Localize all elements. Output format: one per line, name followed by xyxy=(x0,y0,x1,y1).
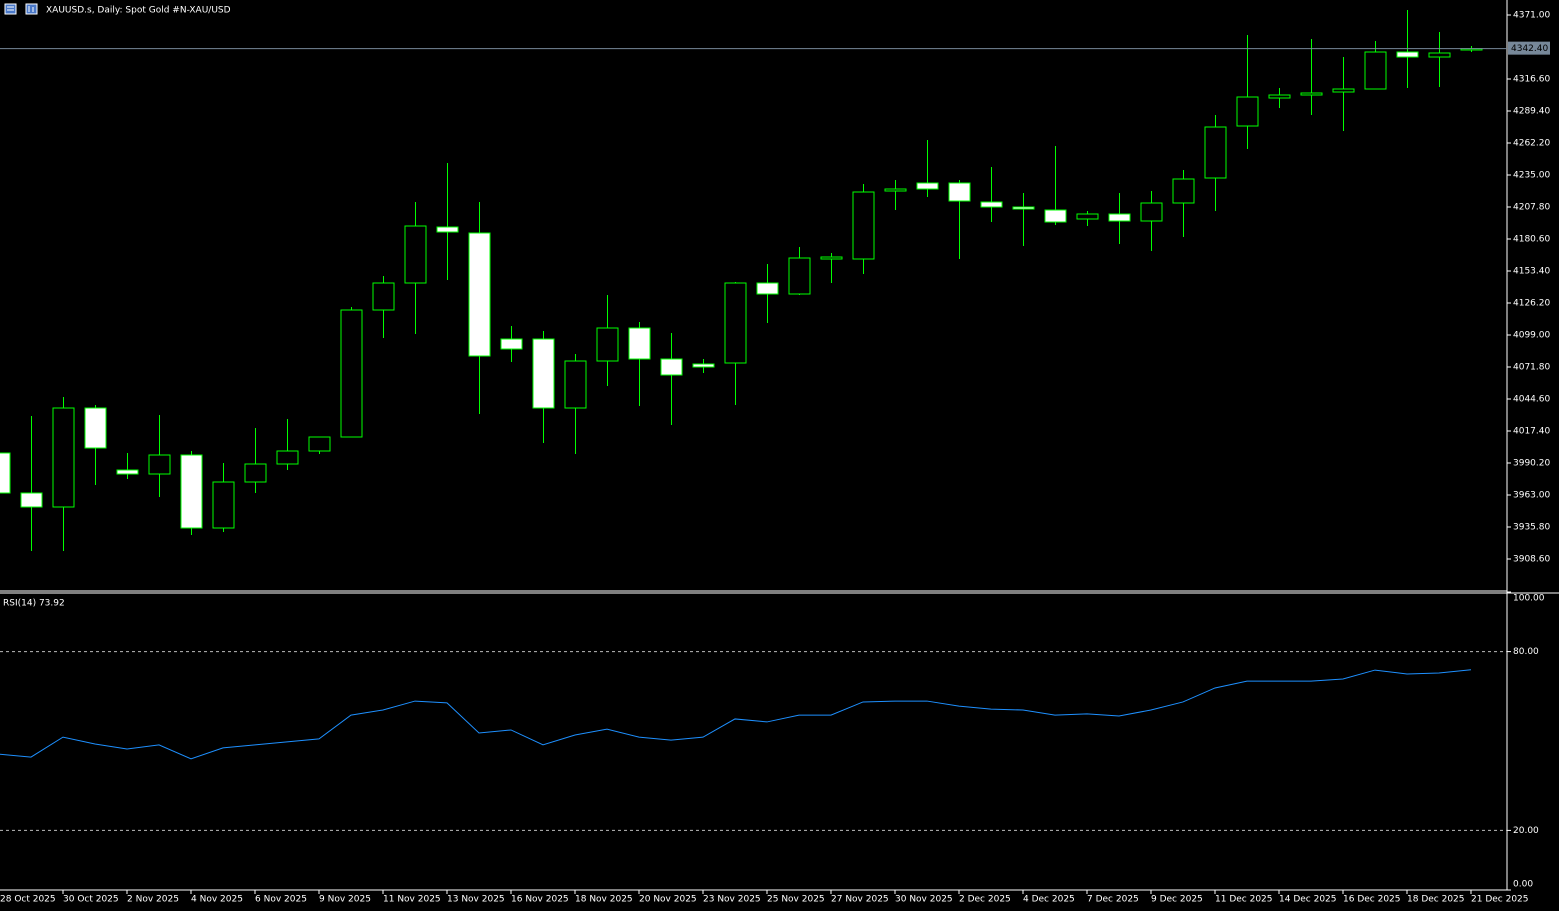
x-tick-label: 14 Dec 2025 xyxy=(1279,895,1337,905)
candle-body xyxy=(308,436,331,452)
x-tick-label: 25 Nov 2025 xyxy=(767,895,825,905)
candle-body xyxy=(500,338,523,350)
x-tick-label: 4 Dec 2025 xyxy=(1023,895,1075,905)
y-tick-label: 3935.80 xyxy=(1513,523,1550,533)
candle-body xyxy=(1300,92,1323,96)
y-tick-label: 4207.80 xyxy=(1513,203,1550,213)
y-tick-label: 4044.60 xyxy=(1513,395,1550,405)
y-tick-label: 100.00 xyxy=(1513,594,1545,604)
candle-body xyxy=(628,327,651,360)
candle-body xyxy=(948,182,971,202)
candle-body xyxy=(0,452,11,494)
candle-body xyxy=(660,358,683,376)
chart-title: XAUUSD.s, Daily: Spot Gold #N-XAU/USD xyxy=(46,6,231,16)
x-tick-label: 6 Nov 2025 xyxy=(255,895,307,905)
candle-body xyxy=(436,226,459,233)
candle-body xyxy=(1428,52,1451,58)
x-tick-label: 9 Nov 2025 xyxy=(319,895,371,905)
candle-body xyxy=(1044,209,1067,223)
y-tick-label: 4289.40 xyxy=(1513,107,1550,117)
candle-body xyxy=(1268,94,1291,99)
y-tick-label: 3990.20 xyxy=(1513,459,1550,469)
candle-body xyxy=(724,282,747,364)
y-tick-label: 4235.00 xyxy=(1513,171,1550,181)
current-price-box xyxy=(1508,41,1550,55)
x-tick-label: 23 Nov 2025 xyxy=(703,895,761,905)
x-tick-label: 9 Dec 2025 xyxy=(1151,895,1203,905)
x-tick-label: 16 Nov 2025 xyxy=(511,895,569,905)
x-tick-label: 28 Oct 2025 xyxy=(0,895,56,905)
candle-body xyxy=(84,407,107,449)
y-tick-label: 4099.00 xyxy=(1513,331,1550,341)
candle-body xyxy=(820,256,843,260)
candle-body xyxy=(1236,96,1259,127)
candle-body xyxy=(148,454,171,475)
candle-body xyxy=(1140,202,1163,222)
candle-body xyxy=(372,282,395,311)
x-tick-label: 13 Nov 2025 xyxy=(447,895,505,905)
y-tick-label: 0.00 xyxy=(1513,880,1533,890)
candle-body xyxy=(1012,206,1035,210)
x-tick-label: 30 Oct 2025 xyxy=(63,895,119,905)
candle-body xyxy=(852,191,875,260)
x-tick-label: 11 Nov 2025 xyxy=(383,895,441,905)
candle-body xyxy=(692,363,715,368)
candle-body xyxy=(756,282,779,295)
candle-body xyxy=(180,454,203,529)
candle-body xyxy=(916,182,939,190)
current-price-label: 4342.40 xyxy=(1511,44,1548,54)
candle-body xyxy=(1332,88,1355,93)
y-tick-label: 3963.00 xyxy=(1513,491,1550,501)
y-tick-label: 4071.80 xyxy=(1513,363,1550,373)
candle-body xyxy=(276,450,299,465)
x-tick-label: 7 Dec 2025 xyxy=(1087,895,1139,905)
x-tick-label: 27 Nov 2025 xyxy=(831,895,889,905)
candle-body xyxy=(884,188,907,192)
y-tick-label: 4126.20 xyxy=(1513,299,1550,309)
candle-body xyxy=(596,327,619,362)
candle-body xyxy=(980,201,1003,208)
candle-body xyxy=(52,407,75,508)
candle-body xyxy=(564,360,587,409)
candle-body xyxy=(468,232,491,357)
candle-body xyxy=(1172,178,1195,204)
x-tick-label: 30 Nov 2025 xyxy=(895,895,953,905)
x-tick-label: 4 Nov 2025 xyxy=(191,895,243,905)
candle-body xyxy=(20,492,43,508)
candle-body xyxy=(1396,51,1419,58)
y-tick-label: 4316.60 xyxy=(1513,75,1550,85)
y-tick-label: 3908.60 xyxy=(1513,555,1550,565)
y-tick-label: 4262.20 xyxy=(1513,139,1550,149)
candle-body xyxy=(116,469,139,475)
candle-body xyxy=(788,257,811,295)
symbol-icon xyxy=(4,3,38,15)
candle-body xyxy=(212,481,235,529)
candle-body xyxy=(1364,51,1387,90)
candle-body xyxy=(340,309,363,438)
y-tick-label: 80.00 xyxy=(1513,647,1539,657)
x-tick-label: 18 Dec 2025 xyxy=(1407,895,1465,905)
x-tick-label: 2 Dec 2025 xyxy=(959,895,1011,905)
candle-body xyxy=(532,338,555,409)
y-tick-label: 4017.40 xyxy=(1513,427,1550,437)
indicator-title: RSI(14) 73.92 xyxy=(3,599,65,609)
candle-body xyxy=(1204,126,1227,179)
x-tick-label: 16 Dec 2025 xyxy=(1343,895,1401,905)
x-tick-label: 2 Nov 2025 xyxy=(127,895,179,905)
y-tick-label: 20.00 xyxy=(1513,826,1539,836)
y-tick-label: 4180.60 xyxy=(1513,235,1550,245)
x-tick-label: 20 Nov 2025 xyxy=(639,895,697,905)
rsi-line xyxy=(0,669,1472,760)
candle-body xyxy=(404,225,427,284)
x-tick-label: 21 Dec 2025 xyxy=(1471,895,1529,905)
y-tick-label: 4371.00 xyxy=(1513,11,1550,21)
x-tick-label: 18 Nov 2025 xyxy=(575,895,633,905)
candle-body xyxy=(1076,213,1099,220)
candle-body xyxy=(1108,213,1131,222)
y-tick-label: 4153.40 xyxy=(1513,267,1550,277)
candle-body xyxy=(244,463,267,483)
x-tick-label: 11 Dec 2025 xyxy=(1215,895,1273,905)
